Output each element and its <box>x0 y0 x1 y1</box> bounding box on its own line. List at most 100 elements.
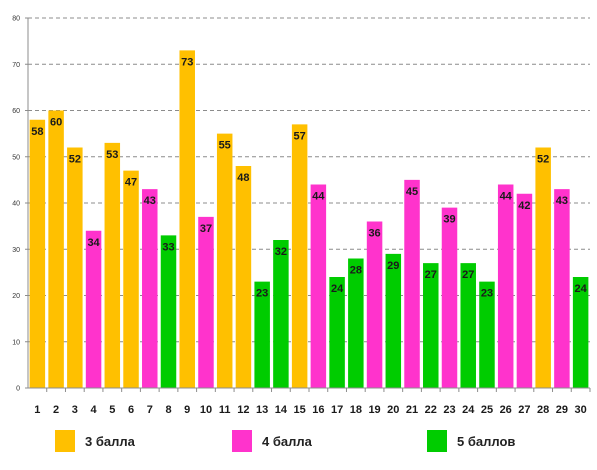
x-tick-label: 6 <box>128 404 134 416</box>
bars <box>29 50 589 388</box>
legend-item-3: 3 балла <box>55 428 135 454</box>
data-label: 57 <box>294 130 306 142</box>
data-label: 24 <box>331 283 344 295</box>
x-tick-label: 10 <box>200 404 212 416</box>
x-tick-label: 23 <box>443 404 455 416</box>
legend-label-3: 3 балла <box>85 433 135 449</box>
x-tick-label: 8 <box>165 404 171 416</box>
x-tick-label: 28 <box>537 404 549 416</box>
x-tick-label: 15 <box>294 404 306 416</box>
x-axis: 1 2 3 4 5 6 7 8 9 10 11 12 13 14 15 16 17 18 19 20 21 22 23 24 2… <box>28 387 591 416</box>
x-tick-label: 22 <box>425 404 437 416</box>
y-tick-label: 10 <box>12 339 20 346</box>
data-label: 52 <box>537 154 549 166</box>
data-label: 29 <box>387 260 399 272</box>
bar <box>254 281 270 388</box>
x-tick-label: 30 <box>575 404 587 416</box>
x-tick-label: 25 <box>481 404 493 416</box>
y-tick-label: 30 <box>12 247 20 254</box>
data-label: 44 <box>500 191 513 203</box>
data-label: 42 <box>518 200 530 212</box>
x-tick-label: 20 <box>387 404 399 416</box>
x-tick-label: 19 <box>368 404 380 416</box>
y-tick-label: 0 <box>16 386 20 393</box>
data-label: 47 <box>125 177 137 189</box>
data-label: 44 <box>312 191 325 203</box>
data-labels: 58 60 52 34 53 47 43 33 73 37 55 48 23 32 57 44 24 28 36 29… <box>31 56 587 299</box>
bar <box>198 216 214 388</box>
bar <box>123 170 139 388</box>
data-label: 33 <box>162 241 174 253</box>
data-label: 48 <box>237 172 249 184</box>
data-label: 32 <box>275 246 287 258</box>
data-label: 39 <box>443 214 455 226</box>
data-label: 24 <box>575 283 588 295</box>
data-label: 58 <box>31 126 43 138</box>
x-tick-label: 11 <box>219 404 231 416</box>
y-tick-label: 60 <box>12 108 20 115</box>
data-label: 36 <box>368 228 380 240</box>
data-label: 23 <box>481 288 493 300</box>
y-tick-label: 80 <box>12 16 20 23</box>
bar <box>535 147 551 388</box>
data-label: 27 <box>425 269 437 281</box>
data-label: 28 <box>350 265 362 277</box>
data-label: 43 <box>144 195 156 207</box>
x-tick-label: 3 <box>72 404 78 416</box>
data-label: 53 <box>106 149 118 161</box>
x-tick-label: 7 <box>147 404 153 416</box>
x-tick-label: 21 <box>406 404 418 416</box>
bar <box>29 119 46 388</box>
bar <box>329 277 345 388</box>
x-tick-label: 24 <box>462 404 475 416</box>
bar <box>516 193 533 388</box>
x-tick-label: 27 <box>518 404 530 416</box>
bar <box>441 207 458 388</box>
bar <box>310 184 327 388</box>
legend-label-4: 4 балла <box>262 433 312 449</box>
x-tick-label: 9 <box>184 404 190 416</box>
x-tick-label: 1 <box>34 404 40 416</box>
x-tick-label: 5 <box>109 404 115 416</box>
bar <box>366 221 383 388</box>
data-label: 43 <box>556 195 568 207</box>
data-label: 52 <box>69 154 81 166</box>
bar <box>85 230 102 388</box>
y-axis: 0 10 20 30 40 50 60 70 80 <box>12 16 29 393</box>
bar <box>423 263 439 388</box>
y-tick-label: 40 <box>12 201 20 208</box>
bar <box>104 142 121 388</box>
data-label: 45 <box>406 186 418 198</box>
legend-label-5: 5 баллов <box>457 433 516 449</box>
x-tick-label: 4 <box>91 404 98 416</box>
data-label: 55 <box>219 140 231 152</box>
data-label: 27 <box>462 269 474 281</box>
data-label: 34 <box>87 237 100 249</box>
bar <box>160 235 177 388</box>
bar <box>48 110 64 388</box>
x-tick-label: 12 <box>237 404 249 416</box>
bar <box>404 179 420 388</box>
bar <box>572 277 589 388</box>
data-label: 60 <box>50 117 62 129</box>
x-tick-label: 2 <box>53 404 59 416</box>
x-tick-label: 17 <box>331 404 343 416</box>
legend-swatch-3 <box>55 430 75 452</box>
bar <box>385 253 402 388</box>
x-tick-label: 26 <box>500 404 512 416</box>
y-tick-label: 20 <box>12 293 20 300</box>
x-tick-label: 16 <box>312 404 324 416</box>
bar <box>460 263 476 388</box>
bar <box>67 147 83 388</box>
bar <box>554 189 570 388</box>
legend-item-4: 4 балла <box>232 428 312 454</box>
bar <box>497 184 514 388</box>
x-tick-label: 13 <box>256 404 268 416</box>
x-tick-label: 18 <box>350 404 362 416</box>
bar <box>179 50 195 388</box>
bar <box>273 240 289 388</box>
x-tick-label: 29 <box>556 404 568 416</box>
gridlines <box>28 17 590 343</box>
legend-swatch-5 <box>427 430 447 452</box>
